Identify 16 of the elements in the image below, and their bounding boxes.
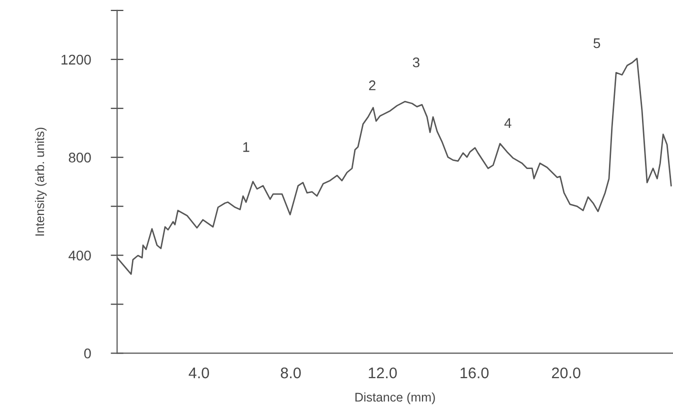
y-tick-label: 800: [68, 152, 91, 163]
y-tick-label: 0: [84, 348, 91, 358]
x-tick-label: 20.0: [552, 368, 580, 378]
y-tick-label: 1200: [62, 54, 91, 65]
y-tick-label: 400: [68, 250, 91, 260]
annotation: 2: [369, 80, 376, 90]
x-tick-label: 4.0: [188, 368, 210, 378]
annotation: 1: [243, 142, 250, 152]
x-axis-title: Distance (mm): [355, 392, 435, 404]
x-tick-label: 12.0: [368, 368, 397, 378]
x-tick-label: 16.0: [460, 368, 489, 378]
annotation: 3: [412, 57, 420, 68]
x-tick-label: 8.0: [280, 368, 301, 378]
y-axis-title: Intensity (arb. units): [34, 128, 47, 236]
annotation: 4: [504, 118, 512, 128]
annotation: 5: [594, 38, 600, 48]
